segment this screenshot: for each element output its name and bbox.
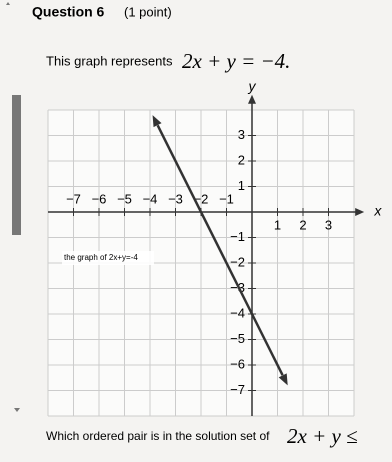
next-question-text: Which ordered pair is in the solution se…	[46, 429, 270, 443]
line-label: the graph of 2x+y=-4	[64, 253, 138, 262]
y-tick-label: −1	[230, 229, 245, 244]
x-arrow	[355, 208, 365, 216]
x-tick-label: −5	[117, 191, 132, 206]
x-tick-label: −6	[92, 191, 107, 206]
y-arrow	[248, 94, 256, 104]
line-arrow-top	[152, 115, 162, 128]
question-points: (1 point)	[124, 4, 172, 19]
x-axis-label: x	[373, 203, 382, 219]
x-tick-label: 2	[299, 217, 306, 232]
y-tick-label: −5	[230, 331, 245, 346]
x-tick-label: −7	[66, 191, 81, 206]
y-axis-label: y	[248, 78, 257, 94]
expand-icon	[14, 408, 20, 412]
y-tick-label: −7	[230, 382, 245, 397]
next-question-equation: 2x + y ≤	[287, 424, 358, 448]
question-equation: 2x + y = −4.	[182, 49, 290, 73]
line-arrow-bottom	[278, 373, 288, 386]
x-tick-label: −4	[143, 191, 158, 206]
graph-line	[156, 124, 284, 376]
y-tick-label: −6	[230, 356, 245, 371]
y-tick-label: 2	[238, 152, 245, 167]
graph: xy−7−6−5−4−3−2−1123321−1−2−3−4−5−6−7the …	[47, 78, 382, 417]
x-tick-label: −1	[219, 191, 234, 206]
x-tick-label: 1	[274, 217, 281, 232]
x-tick-label: −3	[168, 191, 183, 206]
collapse-icon	[6, 2, 10, 5]
question-title: Question 6	[32, 4, 105, 20]
side-bar	[12, 95, 21, 235]
y-tick-label: 1	[238, 178, 245, 193]
x-tick-label: 3	[325, 217, 332, 232]
question-text: This graph represents	[46, 53, 173, 68]
y-tick-label: 3	[238, 127, 245, 142]
y-tick-label: −4	[230, 305, 245, 320]
y-tick-label: −2	[230, 254, 245, 269]
line-label-box	[62, 251, 154, 265]
